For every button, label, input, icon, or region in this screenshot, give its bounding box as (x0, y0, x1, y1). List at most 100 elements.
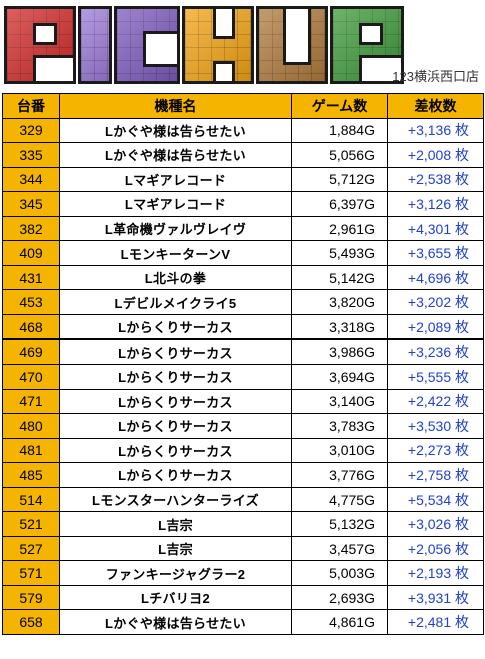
coin-difference: +3,236 枚 (387, 338, 484, 366)
table-header-row: 台番 機種名 ゲーム数 差枚数 (2, 93, 484, 119)
pickup-logo (4, 6, 404, 84)
game-count: 3,457G (291, 535, 388, 562)
coin-difference: +2,422 枚 (387, 388, 484, 415)
machine-name: L吉宗 (59, 535, 292, 562)
machine-number: 345 (2, 191, 60, 217)
coin-difference: +2,758 枚 (387, 462, 484, 488)
machine-number: 468 (2, 313, 60, 340)
table-row: 521 L吉宗 5,132G +3,026 枚 (2, 511, 484, 537)
machine-name: Lデビルメイクライ5 (59, 289, 292, 315)
table-row: 344 Lマギアレコード 5,712G +2,538 枚 (2, 166, 484, 193)
table-row: 382 L革命機ヴァルヴレイヴ 2,961G +4,301 枚 (2, 215, 484, 242)
machine-number: 471 (2, 388, 60, 415)
machine-name: Lからくりサーカス (59, 413, 292, 439)
machine-number: 481 (2, 437, 60, 464)
header-machine: 機種名 (59, 93, 292, 119)
coin-difference: +4,696 枚 (387, 264, 484, 291)
machine-number: 571 (2, 560, 60, 586)
table-row: 409 LモンキーターンV 5,493G +3,655 枚 (2, 240, 484, 266)
store-name: 123横浜西口店 (392, 69, 479, 84)
table-row: 470 Lからくりサーカス 3,694G +5,555 枚 (2, 364, 484, 390)
machine-name: Lからくりサーカス (59, 338, 292, 366)
game-count: 4,775G (291, 486, 388, 513)
coin-difference: +3,136 枚 (387, 117, 484, 144)
game-count: 4,861G (291, 609, 388, 636)
game-count: 5,132G (291, 511, 388, 537)
machine-number: 485 (2, 462, 60, 488)
machine-name: Lかぐや様は告らせたい (59, 117, 292, 144)
machine-number: 453 (2, 289, 60, 315)
game-count: 1,884G (291, 117, 388, 144)
coin-difference: +3,530 枚 (387, 413, 484, 439)
game-count: 3,986G (291, 338, 388, 366)
coin-difference: +2,008 枚 (387, 142, 484, 168)
pickup-banner: 123横浜西口店 (0, 0, 485, 92)
logo-letter-p2 (330, 6, 404, 84)
machine-name: ファンキージャグラー2 (59, 560, 292, 586)
table-row: 579 Lチバリヨ2 2,693G +3,931 枚 (2, 584, 484, 611)
coin-difference: +4,301 枚 (387, 215, 484, 242)
machine-name: Lモンスターハンターライズ (59, 486, 292, 513)
table-row: 345 Lマギアレコード 6,397G +3,126 枚 (2, 191, 484, 217)
coin-difference: +3,202 枚 (387, 289, 484, 315)
table-row: 453 Lデビルメイクライ5 3,820G +3,202 枚 (2, 289, 484, 315)
game-count: 2,693G (291, 584, 388, 611)
game-count: 3,694G (291, 364, 388, 390)
machine-name: Lからくりサーカス (59, 462, 292, 488)
machine-number: 470 (2, 364, 60, 390)
machine-name: L北斗の拳 (59, 264, 292, 291)
table-row: 527 L吉宗 3,457G +2,056 枚 (2, 535, 484, 562)
coin-difference: +3,931 枚 (387, 584, 484, 611)
game-count: 3,010G (291, 437, 388, 464)
table-row: 335 Lかぐや様は告らせたい 5,056G +2,008 枚 (2, 142, 484, 168)
game-count: 3,776G (291, 462, 388, 488)
machine-name: LモンキーターンV (59, 240, 292, 266)
table-row: 431 L北斗の拳 5,142G +4,696 枚 (2, 264, 484, 291)
machine-number: 514 (2, 486, 60, 513)
table-row: 471 Lからくりサーカス 3,140G +2,422 枚 (2, 388, 484, 415)
coin-difference: +5,555 枚 (387, 364, 484, 390)
game-count: 5,003G (291, 560, 388, 586)
header-diff: 差枚数 (387, 93, 484, 119)
table-row: 514 Lモンスターハンターライズ 4,775G +5,534 枚 (2, 486, 484, 513)
game-count: 6,397G (291, 191, 388, 217)
coin-difference: +3,126 枚 (387, 191, 484, 217)
machine-name: Lからくりサーカス (59, 313, 292, 340)
logo-letter-c (114, 6, 180, 84)
table-row: 485 Lからくりサーカス 3,776G +2,758 枚 (2, 462, 484, 488)
header-games: ゲーム数 (291, 93, 388, 119)
machine-number: 335 (2, 142, 60, 168)
table-body: 329 Lかぐや様は告らせたい 1,884G +3,136 枚 335 Lかぐや様は告らせ… (2, 117, 484, 636)
table-row: 468 Lからくりサーカス 3,318G +2,089 枚 (2, 313, 484, 340)
game-count: 3,783G (291, 413, 388, 439)
machine-name: Lからくりサーカス (59, 364, 292, 390)
machine-number: 329 (2, 117, 60, 144)
game-count: 2,961G (291, 215, 388, 242)
logo-letter-u (256, 6, 328, 84)
machine-name: Lマギアレコード (59, 191, 292, 217)
machine-number: 344 (2, 166, 60, 193)
machine-number: 431 (2, 264, 60, 291)
table-row: 658 Lかぐや様は告らせたい 4,861G +2,481 枚 (2, 609, 484, 636)
game-count: 3,140G (291, 388, 388, 415)
table-row: 329 Lかぐや様は告らせたい 1,884G +3,136 枚 (2, 117, 484, 144)
machine-number: 382 (2, 215, 60, 242)
game-count: 3,318G (291, 313, 388, 340)
coin-difference: +3,655 枚 (387, 240, 484, 266)
logo-letter-p (4, 6, 76, 84)
game-count: 5,493G (291, 240, 388, 266)
machine-name: L革命機ヴァルヴレイヴ (59, 215, 292, 242)
machine-number: 409 (2, 240, 60, 266)
machine-name: L吉宗 (59, 511, 292, 537)
table-row: 571 ファンキージャグラー2 5,003G +2,193 枚 (2, 560, 484, 586)
machine-number: 658 (2, 609, 60, 636)
logo-letter-i (78, 6, 112, 84)
coin-difference: +2,056 枚 (387, 535, 484, 562)
coin-difference: +5,534 枚 (387, 486, 484, 513)
table-row: 480 Lからくりサーカス 3,783G +3,530 枚 (2, 413, 484, 439)
machine-number: 480 (2, 413, 60, 439)
table-row: 469 Lからくりサーカス 3,986G +3,236 枚 (2, 338, 484, 366)
machine-number: 527 (2, 535, 60, 562)
game-count: 3,820G (291, 289, 388, 315)
machine-name: Lマギアレコード (59, 166, 292, 193)
